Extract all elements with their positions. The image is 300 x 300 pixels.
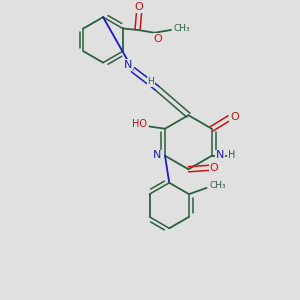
Text: O: O xyxy=(210,163,218,173)
Text: H: H xyxy=(228,150,236,160)
Text: N: N xyxy=(124,60,132,70)
Text: HO: HO xyxy=(132,119,147,129)
Text: N: N xyxy=(216,150,224,160)
Text: O: O xyxy=(154,34,162,44)
Text: CH₃: CH₃ xyxy=(174,24,190,33)
Text: CH₃: CH₃ xyxy=(209,181,226,190)
Text: H: H xyxy=(148,77,154,86)
Text: O: O xyxy=(135,2,143,12)
Text: O: O xyxy=(230,112,239,122)
Text: N: N xyxy=(153,150,161,160)
